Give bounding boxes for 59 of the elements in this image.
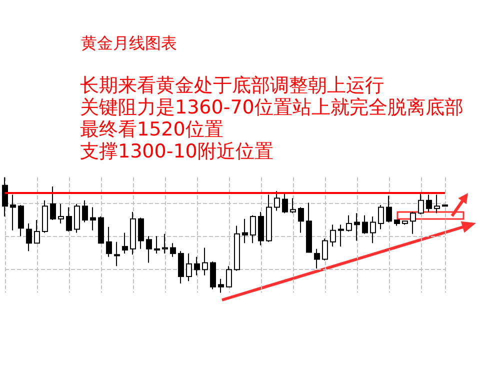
candlestick [418,192,424,215]
candlestick [426,194,432,212]
candlestick [34,220,40,244]
candlestick [18,204,24,237]
candlestick [178,250,184,284]
chart-title: 黄金月线图表 [81,34,177,52]
text: 长期来看黄金处于底部调整朝上运行 [80,74,384,96]
candlestick [322,238,328,261]
candlestick [402,220,408,226]
candlestick [50,186,56,220]
candlestick [346,214,352,232]
text: 支撑1300-10附近位置 [80,140,274,162]
text: 关键阻力是1360-70位置站上就完全脱离底部 [80,96,464,118]
candlestick [394,220,400,226]
candlestick [410,211,416,234]
candlestick [442,204,448,207]
candlestick [106,226,112,258]
candlestick [154,236,160,254]
candlestick [362,214,368,234]
candlestick [218,278,224,294]
candlestick [90,206,96,231]
candlestick [306,202,312,253]
candlestick [42,200,48,234]
candlestick [298,206,304,234]
candlestick [186,252,192,282]
candlestick [282,192,288,214]
candlestick [98,216,104,244]
candlestick [82,200,88,223]
text: 最终看1520位置 [80,118,224,140]
candlestick [202,247,208,276]
candlestick [386,195,392,223]
candlestick [74,203,80,234]
candlestick [250,214,256,244]
candlestick [10,194,16,231]
candlestick [242,218,248,244]
candlestick [114,241,120,267]
candlestick [138,217,144,250]
candlestick [370,216,376,244]
candlestick [258,211,264,246]
candlestick [290,198,296,214]
candlestick [26,222,32,252]
candlestick [122,232,128,254]
candlestick [434,194,440,214]
candlestick [274,190,280,212]
candlestick [66,206,72,232]
candlestick [162,233,168,254]
candlestick [226,266,232,288]
candlestick [194,256,200,276]
candlestick [58,203,64,224]
candlestick [266,194,272,242]
candlestick [146,236,152,264]
candlestick [338,224,344,248]
candlestick [210,261,216,290]
candlestick [170,242,176,258]
candlestick [314,248,320,269]
candlestick [378,204,384,230]
candlestick [354,212,360,242]
candlestick [330,224,336,248]
candlestick [234,225,240,272]
